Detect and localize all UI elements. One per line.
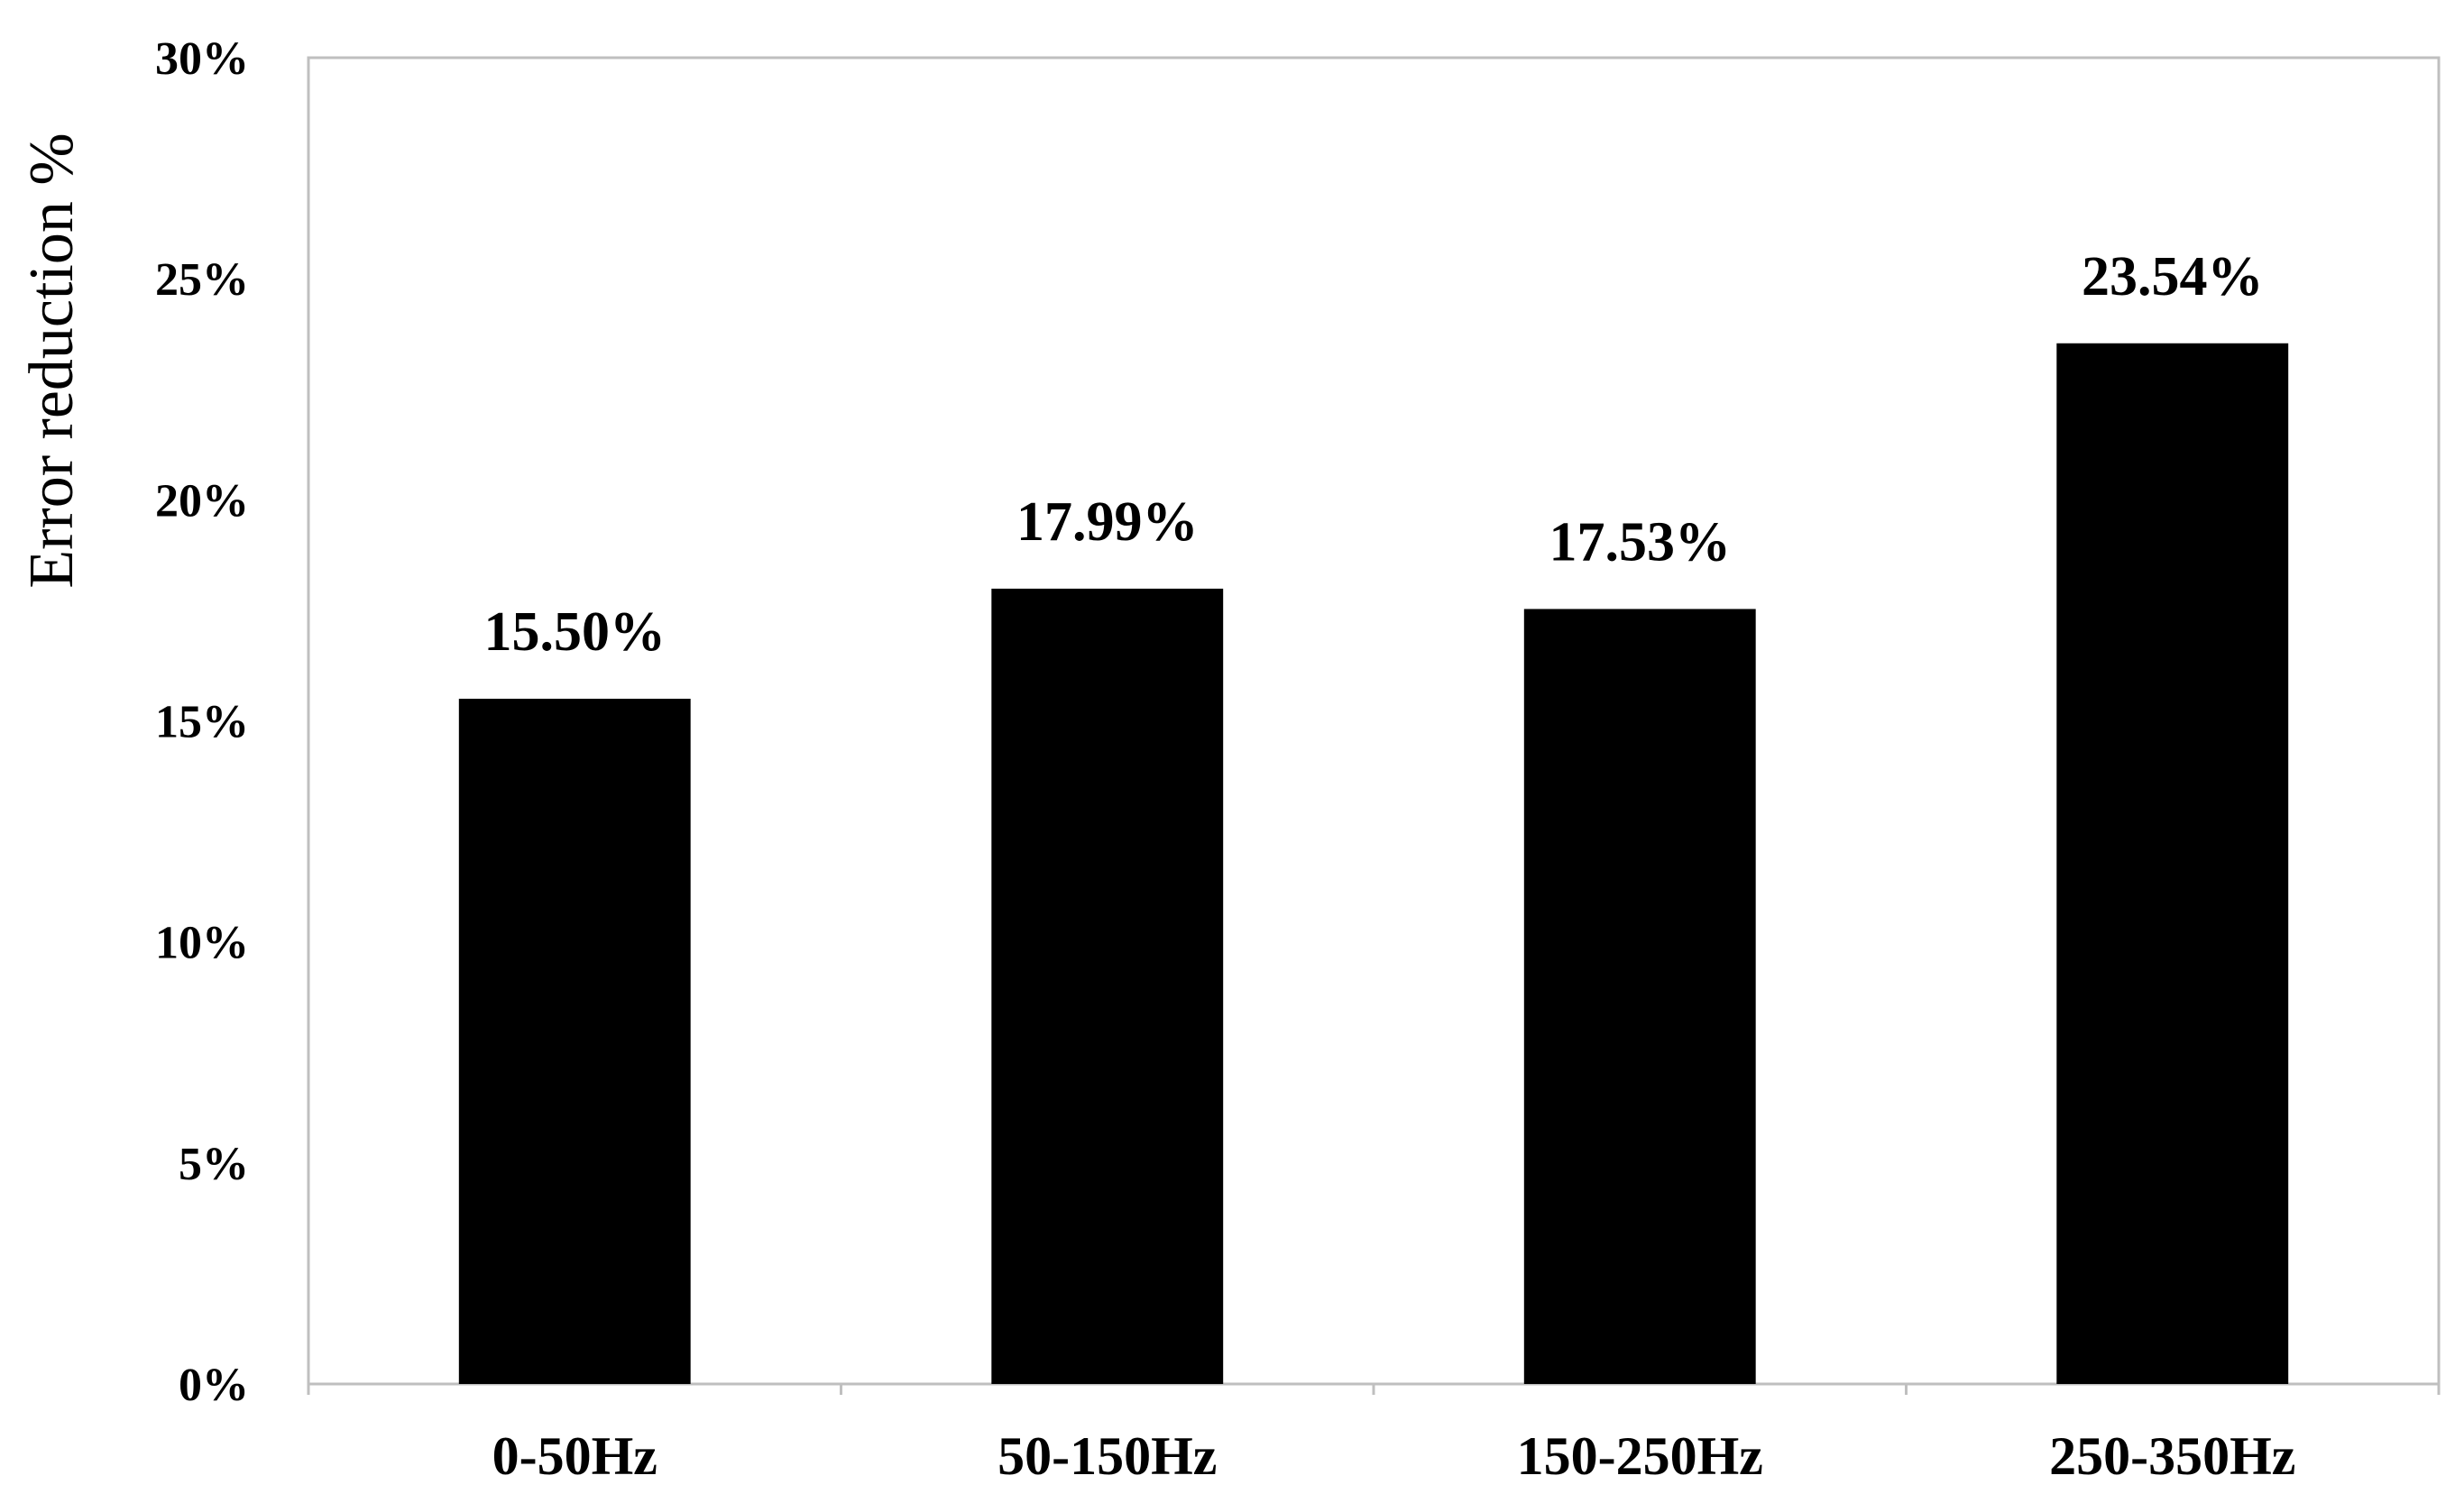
y-tick-labels: 0% 5% 10% 15% 20% 25% 30% [155, 33, 249, 1411]
data-label: 15.50% [484, 601, 667, 663]
data-label: 23.54% [2082, 246, 2264, 307]
data-label: 17.53% [1549, 511, 1732, 573]
bar-250-350hz [2056, 343, 2289, 1384]
y-tick-label: 30% [155, 33, 249, 85]
y-axis-title: Error reduction % [17, 133, 87, 588]
data-label: 17.99% [1016, 491, 1199, 553]
y-tick-label: 20% [155, 475, 249, 527]
bar-0-50hz [458, 698, 691, 1384]
bar-50-150hz [991, 588, 1224, 1384]
y-tick-label: 15% [155, 697, 249, 748]
category-labels: 0-50Hz 50-150Hz 150-250Hz 250-350Hz [492, 1426, 2296, 1486]
y-tick-label: 25% [155, 254, 249, 306]
data-labels: 15.50% 17.99% 17.53% 23.54% [484, 246, 2264, 663]
y-tick-label: 10% [155, 918, 249, 969]
bars [458, 343, 2289, 1384]
bar-150-250hz [1523, 609, 1756, 1384]
x-tick-label: 50-150Hz [998, 1426, 1217, 1486]
x-tick-label: 0-50Hz [492, 1426, 657, 1486]
x-axis-ticks [307, 1384, 2441, 1395]
y-tick-label: 0% [179, 1360, 249, 1411]
y-tick-label: 5% [179, 1139, 249, 1190]
x-tick-label: 250-350Hz [2049, 1426, 2295, 1486]
x-tick-label: 150-250Hz [1517, 1426, 1763, 1486]
